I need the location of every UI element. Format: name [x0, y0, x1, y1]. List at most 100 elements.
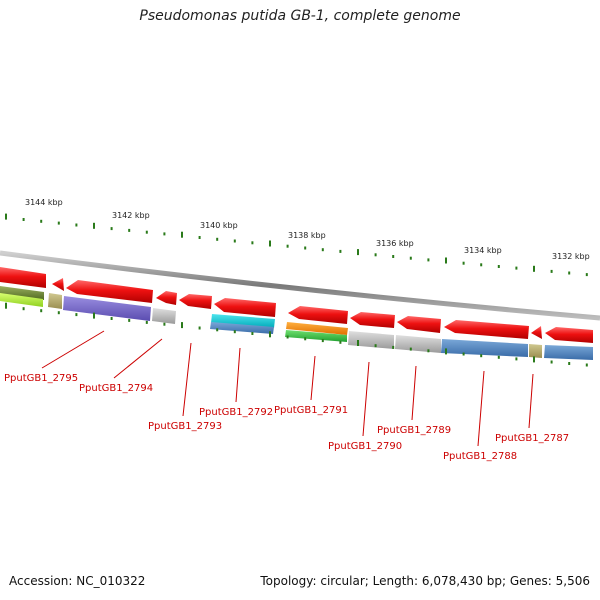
- scale-tick-minor: [110, 317, 113, 320]
- scale-tick-minor: [497, 355, 500, 359]
- scale-tick-major: [533, 265, 535, 272]
- scale-ticks-upper: [5, 213, 588, 277]
- scale-tick-major: [93, 312, 95, 319]
- gene-arrow: [397, 316, 441, 333]
- scale-tick-minor: [75, 223, 78, 227]
- scale-tick-minor: [339, 340, 342, 344]
- feature-block: [211, 314, 275, 328]
- scale-tick-minor: [233, 330, 236, 334]
- leader-line: [41, 330, 105, 369]
- scale-label: 3134 kbp: [464, 246, 502, 255]
- gene-arrow: [350, 312, 395, 328]
- scale-label: 3142 kbp: [112, 211, 150, 220]
- feature-block: [210, 322, 274, 334]
- scale-tick-minor: [145, 230, 148, 234]
- gene-label: PputGB1_2787: [495, 433, 569, 444]
- gene-label: PputGB1_2793: [148, 421, 222, 432]
- gene-arrow: [545, 327, 593, 343]
- scale-tick-minor: [40, 219, 43, 223]
- feature-block: [63, 296, 151, 321]
- feature-block: [286, 322, 348, 335]
- scale-tick-minor: [462, 261, 465, 265]
- scale-tick-minor: [75, 313, 78, 317]
- scale-tick-minor: [497, 265, 500, 268]
- feature-block: [152, 308, 176, 324]
- scale-tick-minor: [409, 347, 412, 351]
- scale-tick-minor: [286, 335, 289, 339]
- scale-label: 3136 kbp: [376, 239, 414, 248]
- scale-tick-minor: [374, 253, 377, 257]
- scale-tick-minor: [304, 337, 307, 341]
- scale-labels: 3144 kbp 3142 kbp 3140 kbp 3138 kbp 3136…: [25, 198, 590, 261]
- gene-arrow: [52, 278, 64, 291]
- scale-tick-minor: [145, 320, 148, 324]
- scale-tick-minor: [40, 309, 43, 313]
- feature-block: [285, 330, 347, 342]
- scale-tick-major: [269, 240, 271, 247]
- scale-tick-minor: [57, 221, 60, 225]
- genome-summary-text: Topology: circular; Length: 6,078,430 bp…: [260, 574, 590, 588]
- scale-tick-minor: [163, 232, 166, 236]
- scale-tick-minor: [515, 357, 518, 361]
- feature-block: [544, 345, 593, 360]
- scale-tick-minor: [286, 244, 289, 248]
- gene-arrow: [214, 298, 276, 317]
- leader-line: [362, 361, 370, 437]
- scale-tick-minor: [321, 248, 324, 252]
- scale-label: 3138 kbp: [288, 231, 326, 240]
- scale-tick-minor: [128, 318, 131, 322]
- feature-block: [348, 331, 394, 349]
- gene-label: PputGB1_2790: [328, 441, 402, 452]
- leader-line: [182, 342, 192, 417]
- gene-arrow: [531, 326, 542, 339]
- feature-block: [395, 335, 441, 353]
- gene-label: PputGB1_2794: [79, 383, 153, 394]
- gene-label: PputGB1_2795: [4, 373, 78, 384]
- gene-arrow: [444, 320, 529, 339]
- scale-tick-minor: [22, 218, 25, 221]
- scale-tick-major: [5, 302, 7, 309]
- scale-tick-minor: [427, 349, 430, 353]
- scale-tick-minor: [392, 345, 395, 349]
- gene-arrow: [0, 267, 46, 288]
- scale-tick-major: [181, 322, 183, 329]
- label-leaders: [41, 330, 534, 447]
- gene-arrow: [66, 280, 153, 303]
- scale-tick-minor: [585, 273, 588, 277]
- scale-tick-minor: [462, 352, 465, 356]
- feature-block: [48, 293, 62, 309]
- scale-label: 3144 kbp: [25, 198, 63, 207]
- scale-ticks-lower: [5, 302, 588, 367]
- gene-label: PputGB1_2791: [274, 405, 348, 416]
- scale-tick-major: [181, 231, 183, 238]
- scale-tick-minor: [251, 241, 254, 245]
- scale-tick-minor: [233, 239, 236, 243]
- gene-arrow: [156, 291, 177, 305]
- scale-tick-minor: [392, 255, 395, 258]
- scale-tick-minor: [128, 228, 131, 232]
- scale-tick-minor: [216, 237, 219, 241]
- gene-arrow: [179, 294, 212, 309]
- gene-labels: PputGB1_2795 PputGB1_2794 PputGB1_2793 P…: [4, 373, 569, 462]
- accession-text: Accession: NC_010322: [9, 574, 146, 588]
- feature-block: [0, 293, 43, 307]
- scale-tick-major: [445, 257, 447, 264]
- scale-tick-minor: [550, 269, 553, 273]
- scale-tick-minor: [409, 256, 412, 260]
- genome-backbone: [0, 250, 600, 321]
- scale-tick-minor: [427, 258, 430, 262]
- scale-tick-major: [445, 348, 447, 355]
- leader-line: [477, 370, 485, 447]
- gene-label: PputGB1_2789: [377, 425, 451, 436]
- scale-tick-minor: [585, 363, 588, 367]
- scale-tick-minor: [304, 246, 307, 250]
- scale-tick-minor: [57, 311, 60, 315]
- gene-label: PputGB1_2788: [443, 451, 517, 462]
- feature-block: [0, 286, 44, 300]
- scale-tick-major: [93, 222, 95, 229]
- scale-tick-minor: [216, 328, 219, 332]
- scale-tick-minor: [198, 326, 201, 330]
- scale-tick-minor: [339, 249, 342, 253]
- feature-block: [529, 344, 542, 358]
